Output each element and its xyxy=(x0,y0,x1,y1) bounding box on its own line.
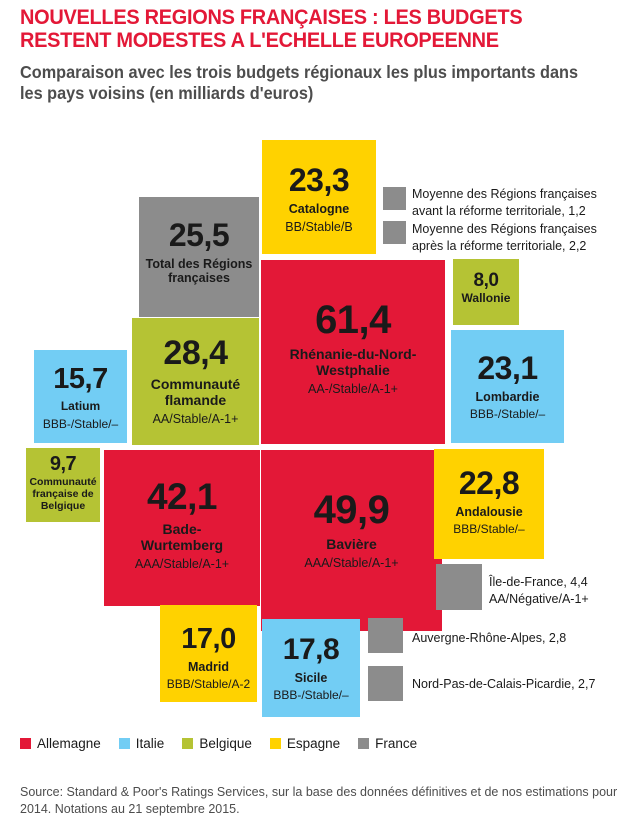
legend-swatch xyxy=(182,738,194,749)
region-rating: AA/Stable/A-1+ xyxy=(152,412,239,427)
small-region-box xyxy=(383,187,406,210)
small-region-label: Nord-Pas-de-Calais-Picardie, 2,7 xyxy=(412,677,596,691)
region-box: 17,8 Sicile BBB-/Stable/– xyxy=(262,619,360,717)
legend: Allemagne Italie Belgique Espagne France xyxy=(20,736,417,751)
region-rating: AAA/Stable/A-1+ xyxy=(134,557,230,572)
legend-label: France xyxy=(375,736,418,751)
region-box: 25,5 Total des Régions françaises xyxy=(139,197,259,317)
region-name: Latium xyxy=(60,399,101,413)
region-rating: BBB-/Stable/– xyxy=(42,416,119,431)
region-name: Bavière xyxy=(326,536,377,552)
region-value: 23,3 xyxy=(288,162,350,198)
small-region-box xyxy=(436,564,482,610)
region-value: 17,8 xyxy=(282,633,340,666)
region-name: Wallonie xyxy=(461,291,511,305)
region-value: 9,7 xyxy=(49,453,77,475)
region-box: 15,7 Latium BBB-/Stable/– xyxy=(34,350,127,443)
small-region-label: Île-de-France, 4,4 AA/Négative/A-1+ xyxy=(489,575,589,606)
region-box: 23,1 Lombardie BBB-/Stable/– xyxy=(451,330,564,443)
region-box: 9,7 Communauté française de Belgique xyxy=(26,448,100,522)
region-value: 42,1 xyxy=(146,476,218,517)
region-box: 22,8 Andalousie BBB/Stable/– xyxy=(434,449,544,559)
region-value: 28,4 xyxy=(163,334,228,372)
chart-title: NOUVELLES REGIONS FRANÇAISES : LES BUDGE… xyxy=(20,6,523,52)
legend-swatch xyxy=(269,738,281,749)
region-name: Madrid xyxy=(188,660,229,674)
region-name: Communauté française de Belgique xyxy=(29,476,97,513)
region-value: 15,7 xyxy=(53,363,108,395)
region-box: 49,9 Bavière AAA/Stable/A-1+ xyxy=(261,450,442,631)
region-rating: BBB/Stable/– xyxy=(453,522,525,537)
legend-item: Belgique xyxy=(182,736,252,751)
legend-swatch xyxy=(118,738,130,749)
region-value: 49,9 xyxy=(313,488,390,532)
region-rating: AA-/Stable/A-1+ xyxy=(308,382,398,397)
source-note: Source: Standard & Poor's Ratings Servic… xyxy=(20,785,618,816)
small-region-box xyxy=(368,618,403,653)
legend-label: Espagne xyxy=(286,736,341,751)
region-name: Rhénanie-du-Nord- Westphalie xyxy=(289,346,417,379)
region-name: Andalousie xyxy=(455,505,523,519)
legend-item: Allemagne xyxy=(20,736,101,751)
region-box: 28,4 Communauté flamande AA/Stable/A-1+ xyxy=(132,318,259,445)
legend-label: Allemagne xyxy=(37,736,101,751)
legend-label: Belgique xyxy=(199,736,252,751)
region-value: 25,5 xyxy=(168,217,230,253)
region-box: 17,0 Madrid BBB/Stable/A-2 xyxy=(160,605,257,702)
region-rating: BBB-/Stable/– xyxy=(273,688,349,703)
small-region-label: Auvergne-Rhône-Alpes, 2,8 xyxy=(412,631,567,645)
region-value: 8,0 xyxy=(473,270,499,291)
region-value: 17,0 xyxy=(181,623,236,655)
region-name: Communauté flamande xyxy=(150,376,241,409)
region-rating: BBB/Stable/A-2 xyxy=(166,677,251,692)
region-rating: BBB-/Stable/– xyxy=(469,407,546,422)
legend-item: Italie xyxy=(118,736,165,751)
legend-item: France xyxy=(358,736,417,751)
region-name: Total des Régions françaises xyxy=(145,257,253,286)
region-box: 42,1 Bade- Wurtemberg AAA/Stable/A-1+ xyxy=(104,450,260,606)
region-name: Catalogne xyxy=(288,202,350,216)
small-region-label: Moyenne des Régions françaises après la … xyxy=(412,222,597,253)
legend-item: Espagne xyxy=(269,736,341,751)
region-value: 23,1 xyxy=(477,350,538,386)
region-name: Sicile xyxy=(294,671,328,685)
region-value: 22,8 xyxy=(458,465,520,501)
region-box: 8,0 Wallonie xyxy=(453,259,519,325)
region-rating: AAA/Stable/A-1+ xyxy=(304,556,399,571)
region-box: 61,4 Rhénanie-du-Nord- Westphalie AA-/Stab… xyxy=(261,260,445,444)
legend-label: Italie xyxy=(135,736,165,751)
small-region-box xyxy=(383,221,406,244)
region-value: 61,4 xyxy=(315,298,391,342)
region-name: Lombardie xyxy=(475,390,540,404)
legend-swatch xyxy=(20,738,31,749)
legend-swatch xyxy=(358,738,370,749)
region-rating: BB/Stable/B xyxy=(285,220,353,235)
small-region-box xyxy=(368,666,403,701)
region-name: Bade- Wurtemberg xyxy=(140,521,224,554)
region-box: 23,3 Catalogne BB/Stable/B xyxy=(262,140,376,254)
chart-subtitle: Comparaison avec les trois budgets régio… xyxy=(20,62,579,103)
small-region-label: Moyenne des Régions françaises avant la … xyxy=(412,187,597,218)
